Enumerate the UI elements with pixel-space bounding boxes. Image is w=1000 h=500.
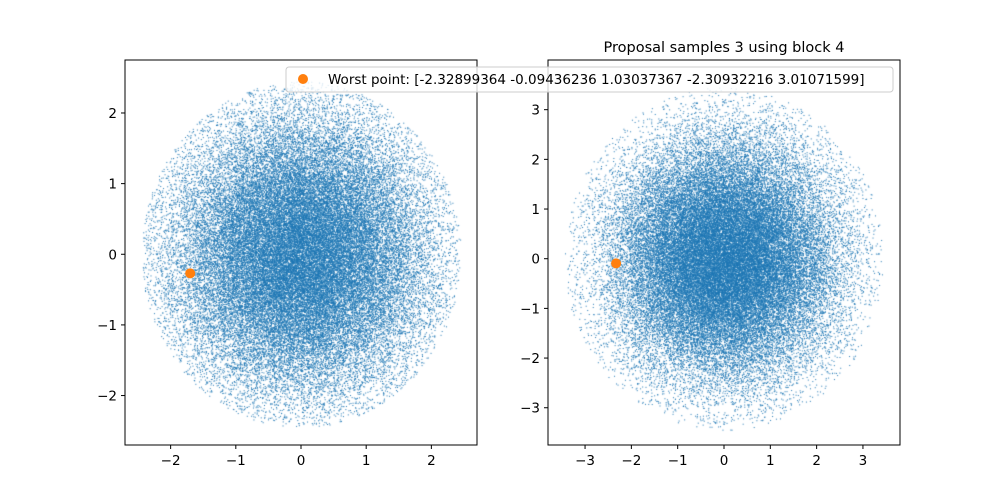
right-y-tick-label: −3 xyxy=(520,401,540,417)
right-subplot-title: Proposal samples 3 using block 4 xyxy=(604,40,845,56)
left-y-tick-label: 1 xyxy=(108,177,117,193)
left-x-tick-label: −1 xyxy=(226,453,246,469)
left-x-tick-label: 2 xyxy=(427,453,436,469)
left-scatter-layer xyxy=(125,60,477,445)
right-x-tick-label: 1 xyxy=(766,453,775,469)
right-scatter-layer xyxy=(548,60,900,445)
left-worst-point-marker xyxy=(185,268,196,279)
right-worst-point-marker xyxy=(611,258,622,269)
right-y-tick-label: 3 xyxy=(531,103,540,119)
left-y-tick-label: −1 xyxy=(97,318,117,334)
right-y-tick-label: −1 xyxy=(520,301,540,317)
left-subplot: −2 −1 0 1 2 −2 −1 0 1 2 xyxy=(97,59,478,469)
left-y-tick-label: 0 xyxy=(108,247,117,263)
right-x-tick-label: −1 xyxy=(668,453,688,469)
right-y-tick-label: 1 xyxy=(531,202,540,218)
right-subplot: Proposal samples 3 using block 4 −3 −2 −1 0… xyxy=(520,40,901,469)
left-x-tick-label: 0 xyxy=(297,453,306,469)
left-y-tick-label: −2 xyxy=(97,389,117,405)
left-x-tick-label: 1 xyxy=(362,453,371,469)
right-y-tick-label: −2 xyxy=(520,351,540,367)
legend-box xyxy=(285,66,894,93)
left-y-tick-label: 2 xyxy=(108,106,117,122)
legend: Worst point: [-2.32899364 -0.09436236 1.… xyxy=(285,66,894,93)
right-x-tick-label: 2 xyxy=(812,453,821,469)
right-y-tick-label: 0 xyxy=(531,252,540,268)
legend-worst-point-label: Worst point: [-2.32899364 -0.09436236 1.… xyxy=(328,72,865,88)
right-x-tick-label: 3 xyxy=(859,453,868,469)
right-y-tick-label: 2 xyxy=(531,152,540,168)
right-x-tick-label: 0 xyxy=(720,453,729,469)
right-x-tick-label: −3 xyxy=(575,453,595,469)
left-x-tick-label: −2 xyxy=(161,453,181,469)
legend-worst-point-marker xyxy=(298,74,308,84)
right-x-tick-label: −2 xyxy=(621,453,641,469)
